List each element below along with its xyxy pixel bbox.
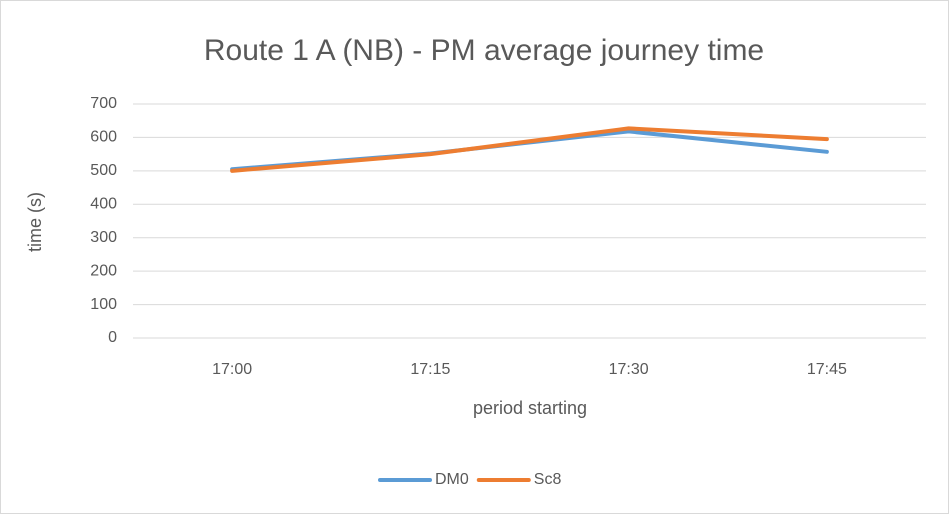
y-tick-label: 0 [108,329,117,346]
y-tick-label: 100 [90,296,117,313]
y-tick-label: 700 [90,95,117,112]
x-tick-label: 17:45 [807,361,847,378]
y-tick-label: 600 [90,129,117,146]
x-tick-label: 17:15 [410,361,450,378]
y-tick-label: 200 [90,262,117,279]
x-tick-label: 17:30 [609,361,649,378]
y-tick-label: 500 [90,162,117,179]
y-tick-label: 300 [90,229,117,246]
chart-title: Route 1 A (NB) - PM average journey time [204,34,764,67]
y-axis-label: time (s) [25,192,45,252]
legend-label: DM0 [435,471,469,488]
x-axis-label: period starting [473,398,587,418]
legend-label: Sc8 [534,471,562,488]
y-tick-label: 400 [90,196,117,213]
x-tick-label: 17:00 [212,361,252,378]
line-series [230,126,829,173]
